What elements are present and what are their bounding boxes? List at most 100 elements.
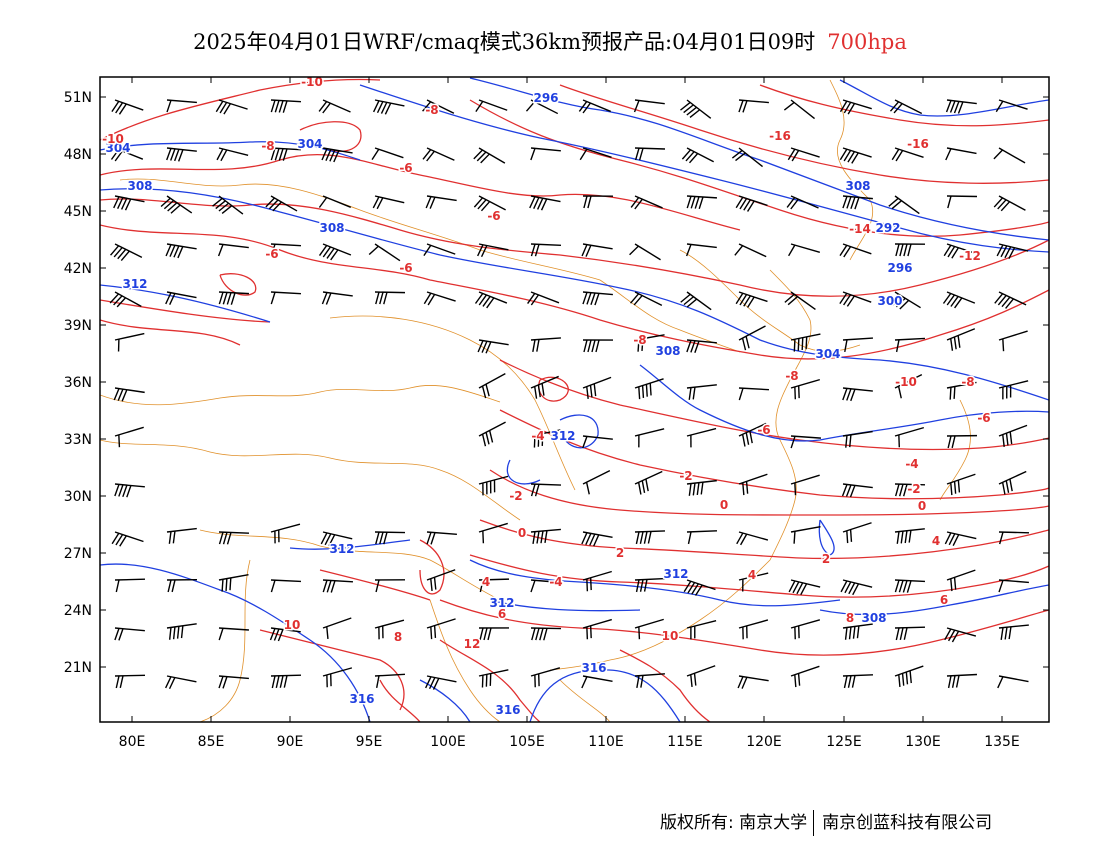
wind-barb bbox=[114, 332, 145, 352]
temperature-label: -16 bbox=[907, 137, 929, 151]
wind-barb bbox=[581, 531, 613, 547]
wind-barb bbox=[634, 147, 666, 161]
wind-barb bbox=[943, 243, 976, 259]
wind-barb bbox=[840, 579, 873, 596]
wind-barb bbox=[216, 147, 249, 162]
wind-barb bbox=[997, 675, 1029, 689]
wind-barb bbox=[473, 147, 506, 164]
wind-barb bbox=[582, 339, 614, 353]
wind-barb bbox=[788, 243, 821, 257]
temperature-label: -6 bbox=[399, 161, 412, 175]
wind-barb bbox=[582, 376, 612, 399]
lat-label: 39N bbox=[64, 318, 92, 334]
lon-label: 85E bbox=[198, 734, 225, 750]
geopotential-label: 304 bbox=[815, 347, 840, 361]
wind-barb bbox=[218, 627, 249, 641]
lon-label: 95E bbox=[356, 734, 383, 750]
wind-barb bbox=[215, 99, 248, 115]
geopotential-label: 296 bbox=[533, 91, 558, 105]
wind-barb bbox=[475, 99, 508, 113]
wind-barb bbox=[680, 99, 712, 119]
footer-separator bbox=[813, 810, 815, 836]
wind-barb bbox=[889, 99, 923, 115]
temperature-label: 4 bbox=[748, 568, 756, 582]
lat-label: 27N bbox=[64, 546, 92, 562]
wind-barb bbox=[841, 483, 873, 498]
wind-barb bbox=[629, 243, 661, 261]
wind-barb bbox=[374, 531, 406, 545]
wind-barb bbox=[579, 147, 612, 161]
wind-barb bbox=[110, 147, 144, 162]
temperature-label: -8 bbox=[425, 103, 438, 117]
wind-barb bbox=[478, 373, 506, 399]
wind-barb bbox=[166, 99, 197, 113]
wind-barb bbox=[530, 147, 561, 161]
title-main: 2025年04月01日WRF/cmaq模式36km预报产品:04月01日09时 bbox=[193, 30, 816, 54]
wind-barb bbox=[166, 578, 198, 593]
wind-barb bbox=[894, 626, 926, 641]
wind-barb bbox=[478, 522, 508, 544]
temperature-label: 10 bbox=[284, 618, 301, 632]
wind-barb bbox=[738, 619, 769, 640]
wind-barb bbox=[374, 579, 406, 593]
wind-barb bbox=[374, 619, 405, 640]
wind-barb bbox=[634, 428, 665, 448]
wind-barb bbox=[790, 619, 821, 640]
wind-barb bbox=[942, 291, 976, 309]
chart-title: 2025年04月01日WRF/cmaq模式36km预报产品:04月01日09时 7… bbox=[0, 26, 1100, 56]
temperature-label: -8 bbox=[785, 369, 798, 383]
wind-barb bbox=[634, 378, 664, 400]
wind-barb bbox=[527, 291, 560, 306]
wind-barb bbox=[946, 195, 978, 209]
wind-barb bbox=[321, 147, 353, 163]
wind-barb bbox=[581, 675, 613, 689]
wind-barb bbox=[738, 387, 769, 401]
wind-barb bbox=[998, 579, 1029, 593]
wind-barb bbox=[318, 99, 351, 114]
wind-barb bbox=[686, 479, 717, 496]
wind-barb bbox=[318, 195, 352, 208]
wind-barb bbox=[374, 291, 406, 305]
temperature-label: -8 bbox=[961, 375, 974, 389]
temperature-label: 2 bbox=[616, 546, 624, 560]
wind-barb bbox=[946, 381, 977, 400]
longitude-axis: 80E 85E 90E 95E 100E 105E 110E 115E 120E 125E 130E… bbox=[119, 77, 1020, 750]
lon-label: 110E bbox=[588, 734, 624, 750]
wind-barb bbox=[842, 337, 873, 353]
wind-barb bbox=[530, 528, 561, 544]
wind-barb bbox=[218, 573, 249, 592]
wind-barb bbox=[114, 578, 146, 593]
wind-barb bbox=[888, 195, 920, 215]
wind-barb bbox=[894, 665, 924, 688]
temperature-label: 8 bbox=[846, 611, 854, 625]
lat-label: 30N bbox=[64, 489, 92, 505]
wind-barb bbox=[998, 470, 1027, 495]
wind-barb bbox=[582, 570, 612, 592]
wind-barb bbox=[368, 243, 401, 262]
wind-barb bbox=[839, 99, 872, 115]
wind-barb bbox=[998, 380, 1029, 400]
geopotential-label: 296 bbox=[887, 261, 912, 275]
wind-barb bbox=[894, 337, 925, 353]
wind-barb bbox=[423, 243, 456, 257]
wind-barb bbox=[738, 422, 767, 447]
wind-barb bbox=[738, 473, 768, 496]
wind-barb bbox=[426, 618, 456, 640]
wind-barb bbox=[114, 674, 146, 689]
wind-barb bbox=[425, 195, 457, 209]
wind-barb bbox=[790, 665, 820, 688]
wind-barb bbox=[322, 667, 353, 688]
temperature-label: 10 bbox=[662, 629, 679, 643]
wind-barb bbox=[165, 291, 197, 306]
boundary-lines bbox=[100, 79, 971, 722]
wind-barb bbox=[783, 99, 815, 120]
wind-barb bbox=[634, 577, 665, 593]
geopotential-label: 312 bbox=[550, 429, 575, 443]
geopotential-label: 308 bbox=[845, 179, 870, 193]
temperature-label: -16 bbox=[769, 129, 791, 143]
wind-barb bbox=[998, 424, 1028, 447]
wind-barb bbox=[318, 243, 352, 261]
lon-label: 130E bbox=[905, 734, 941, 750]
geopotential-label: 304 bbox=[105, 141, 130, 155]
copyright-right: 南京创蓝科技有限公司 bbox=[822, 813, 993, 833]
